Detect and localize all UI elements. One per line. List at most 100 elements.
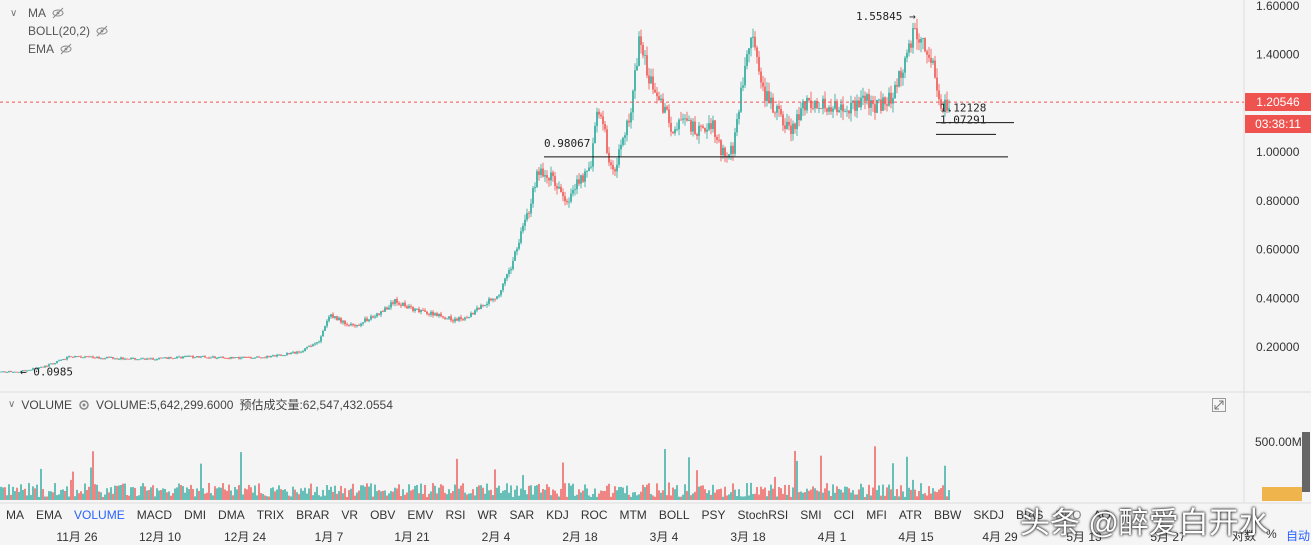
volume-bar [470, 493, 472, 500]
candle-body [788, 121, 790, 126]
volume-bar [932, 488, 934, 500]
volume-bar [142, 483, 144, 500]
candle-body [78, 356, 80, 357]
log-scale-toggle[interactable]: 对数 [1232, 529, 1257, 543]
volume-bar [246, 489, 248, 500]
indicator-tab-psy[interactable]: PSY [701, 508, 726, 522]
candle-body [598, 111, 600, 115]
volume-bar [320, 496, 322, 500]
indicator-tab-atr[interactable]: ATR [898, 508, 923, 522]
candle-body [212, 356, 214, 358]
indicator-tab-ema[interactable]: EMA [36, 508, 63, 522]
candle-body [550, 172, 552, 181]
candle-body [632, 90, 634, 113]
candle-body [668, 109, 670, 123]
candle-body [536, 171, 538, 187]
chevron-down-icon[interactable]: ∨ [10, 7, 18, 19]
date-axis[interactable]: 11月 26 12月 10 12月 24 1月 7 1月 21 2月 4 2月 18 3月 4… [0, 526, 1240, 544]
indicator-tab-sar[interactable]: SAR [509, 508, 535, 522]
volume-bar [216, 488, 218, 500]
candle-body [588, 167, 590, 171]
volume-bar [730, 492, 732, 500]
indicator-tab-kdj[interactable]: KDJ [546, 508, 569, 522]
percent-scale-toggle[interactable]: % [1266, 527, 1277, 541]
volume-bar [944, 465, 946, 500]
indicator-tab-trix[interactable]: TRIX [256, 508, 285, 522]
indicator-tab-bbw[interactable]: BBW [934, 508, 962, 522]
volume-bar [328, 489, 330, 500]
volume-bar [700, 485, 702, 500]
indicator-tab-cci[interactable]: CCI [833, 508, 855, 522]
candle-body [652, 76, 654, 90]
candle-body [672, 131, 674, 134]
indicator-tab-dpo[interactable]: DPO [1055, 508, 1082, 522]
indicator-tab-dmi[interactable]: DMI [184, 508, 207, 522]
volume-bar [402, 489, 404, 500]
volume-bar [138, 495, 140, 500]
eye-off-icon[interactable] [60, 43, 72, 55]
volume-bar [868, 484, 870, 500]
indicator-tab-skdj[interactable]: SKDJ [973, 508, 1005, 522]
legend-ema[interactable]: EMA [10, 40, 108, 58]
volume-bar [742, 496, 744, 500]
indicator-tab-roc[interactable]: ROC [580, 508, 608, 522]
indicator-tab-brar[interactable]: BRAR [296, 508, 330, 522]
candle-body [472, 312, 474, 315]
candle-body [870, 100, 872, 108]
legend-ma[interactable]: ∨ MA [10, 4, 108, 22]
price-pane[interactable] [0, 0, 1244, 392]
indicator-tab-boll[interactable]: BOLL [658, 508, 690, 522]
volume-bar [758, 494, 760, 500]
volume-bar [28, 483, 30, 500]
eye-off-icon[interactable] [96, 25, 108, 37]
indicator-tab-mfi[interactable]: MFI [866, 508, 887, 522]
candle-body [582, 175, 584, 182]
volume-bar [294, 489, 296, 500]
gear-icon[interactable] [78, 399, 90, 411]
volume-bar [362, 485, 364, 500]
candle-body [202, 356, 204, 358]
legend-boll[interactable]: BOLL(20,2) [10, 22, 108, 40]
candle-body [298, 351, 300, 353]
indicator-tab-mtm[interactable]: MTM [619, 508, 647, 522]
candle-body [728, 154, 730, 158]
volume-bar [348, 490, 350, 500]
indicator-tab-bias[interactable]: BIAS [1016, 508, 1044, 522]
indicator-tab-smi[interactable]: SMI [800, 508, 822, 522]
indicator-tab-macd[interactable]: MACD [136, 508, 173, 522]
indicator-tab-ao[interactable]: AO [1093, 508, 1111, 522]
volume-bar [400, 496, 402, 500]
volume-bar [546, 484, 548, 500]
eye-off-icon[interactable] [52, 7, 64, 19]
candle-body [560, 186, 562, 193]
indicator-tab-rsi[interactable]: RSI [445, 508, 466, 522]
candle-body [730, 145, 732, 155]
candle-body [510, 269, 512, 271]
indicator-tab-obv[interactable]: OBV [370, 508, 396, 522]
auto-scale-toggle[interactable]: 自动 [1286, 529, 1311, 543]
chevron-down-icon[interactable]: ∨ [8, 399, 16, 410]
indicator-tab-ma[interactable]: MA [6, 508, 24, 522]
indicator-tab-wr[interactable]: WR [477, 508, 498, 522]
price-axis[interactable]: 1.600001.400001.200001.000000.800000.600… [1256, 0, 1300, 354]
candle-body [604, 124, 606, 130]
price-tick-label: 1.60000 [1256, 0, 1300, 13]
candle-body [748, 48, 750, 55]
candle-body [362, 322, 364, 324]
candle-body [410, 305, 412, 307]
candle-body [224, 357, 226, 359]
volume-axis[interactable]: 500.00M [1255, 435, 1302, 449]
candle-body [524, 219, 526, 226]
indicator-tab-emv[interactable]: EMV [407, 508, 434, 522]
expand-icon[interactable] [1212, 398, 1226, 412]
indicator-tab-vr[interactable]: VR [341, 508, 359, 522]
candle-body [442, 316, 444, 318]
indicator-tab-dma[interactable]: DMA [218, 508, 245, 522]
indicator-tab-volume[interactable]: VOLUME [74, 508, 125, 522]
indicator-tab-stochrsi[interactable]: StochRSI [737, 508, 789, 522]
candle-body [634, 70, 636, 91]
volume-bar [338, 491, 340, 500]
volume-scroll-handle[interactable] [1302, 432, 1310, 492]
candle-body [558, 186, 560, 189]
